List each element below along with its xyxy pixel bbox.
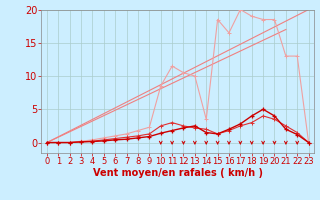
- X-axis label: Vent moyen/en rafales ( km/h ): Vent moyen/en rafales ( km/h ): [93, 168, 263, 178]
